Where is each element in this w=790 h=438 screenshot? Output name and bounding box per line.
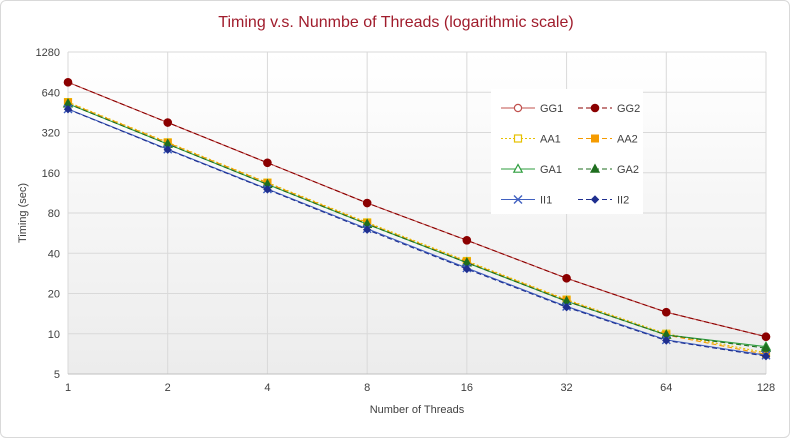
- x-tick-label: 16: [461, 382, 473, 394]
- legend: GG1 GG2 AA1 AA2 GA1 GA2 II1 II2: [491, 89, 643, 214]
- x-tick-label: 2: [165, 382, 171, 394]
- legend-label: GG1: [540, 103, 563, 115]
- data-point: [761, 332, 771, 342]
- series-line: [67, 101, 767, 354]
- legend-marker: [513, 134, 523, 143]
- data-point: [662, 336, 671, 345]
- series-lines: [62, 77, 772, 361]
- y-tick-label: 640: [42, 87, 60, 99]
- data-point: [761, 351, 771, 361]
- y-tick-label: 10: [48, 329, 60, 341]
- legend-marker: [513, 103, 523, 113]
- y-tick-label: 320: [42, 128, 60, 140]
- legend-entry-aa2: AA2: [578, 134, 638, 146]
- legend-entry-ga2: GA2: [578, 163, 639, 176]
- legend-entry-ii2: II2: [578, 195, 629, 207]
- y-tick-label: 160: [42, 168, 60, 180]
- legend-label: GG2: [617, 103, 640, 115]
- series-line: [67, 108, 767, 357]
- axes: 5 10 20 40 80 160 320 640 1280 1 2 4 8 16 32 64 128: [36, 47, 776, 394]
- legend-entry-aa1: AA1: [501, 134, 561, 146]
- y-tick-label: 1280: [36, 47, 60, 59]
- x-tick-label: 32: [560, 382, 572, 394]
- legend-label: II1: [540, 195, 552, 207]
- data-point: [362, 198, 372, 208]
- x-tick-label: 8: [364, 382, 370, 394]
- legend-marker: [513, 195, 523, 204]
- series-ii2: [63, 104, 771, 361]
- series-gg2: [63, 77, 771, 342]
- data-point: [661, 307, 671, 317]
- legend-label: AA2: [617, 134, 638, 146]
- x-axis-label: Number of Threads: [370, 404, 465, 416]
- data-point: [362, 225, 372, 234]
- chart-title: Timing v.s. Nunmbe of Threads (logarithm…: [218, 14, 573, 31]
- legend-entry-gg2: GG2: [578, 103, 640, 115]
- legend-marker: [590, 195, 600, 204]
- series-line: [67, 103, 767, 348]
- x-tick-label: 128: [757, 382, 775, 394]
- legend-label: II2: [617, 195, 629, 207]
- data-point: [63, 77, 73, 87]
- x-tick-label: 4: [264, 382, 270, 394]
- y-tick-label: 20: [48, 289, 60, 301]
- data-point: [263, 185, 272, 194]
- legend-entry-gg1: GG1: [501, 103, 563, 115]
- data-point: [562, 302, 571, 312]
- legend-label: GA2: [617, 164, 639, 176]
- data-point: [63, 104, 73, 114]
- legend-entry-ga1: GA1: [501, 163, 562, 176]
- data-point: [163, 118, 173, 127]
- data-point: [562, 273, 571, 283]
- legend-marker: [591, 134, 599, 143]
- legend-label: AA1: [540, 134, 561, 146]
- data-point: [263, 158, 272, 168]
- x-tick-label: 1: [65, 382, 71, 394]
- data-point: [462, 264, 472, 274]
- y-axis-label: Timing (sec): [17, 183, 29, 243]
- legend-label: GA1: [540, 164, 562, 176]
- legend-marker: [590, 103, 600, 113]
- y-tick-label: 80: [48, 208, 60, 220]
- legend-marker: [512, 163, 524, 173]
- y-tick-label: 40: [48, 248, 60, 260]
- x-tick-label: 64: [660, 382, 672, 394]
- legend-marker: [589, 163, 601, 173]
- series-line: [67, 108, 767, 356]
- y-tick-label: 5: [54, 369, 60, 381]
- data-point: [462, 235, 472, 245]
- data-point: [163, 145, 172, 154]
- series-line: [67, 81, 767, 338]
- data-point: [760, 342, 772, 352]
- legend-entry-ii1: II1: [501, 195, 552, 207]
